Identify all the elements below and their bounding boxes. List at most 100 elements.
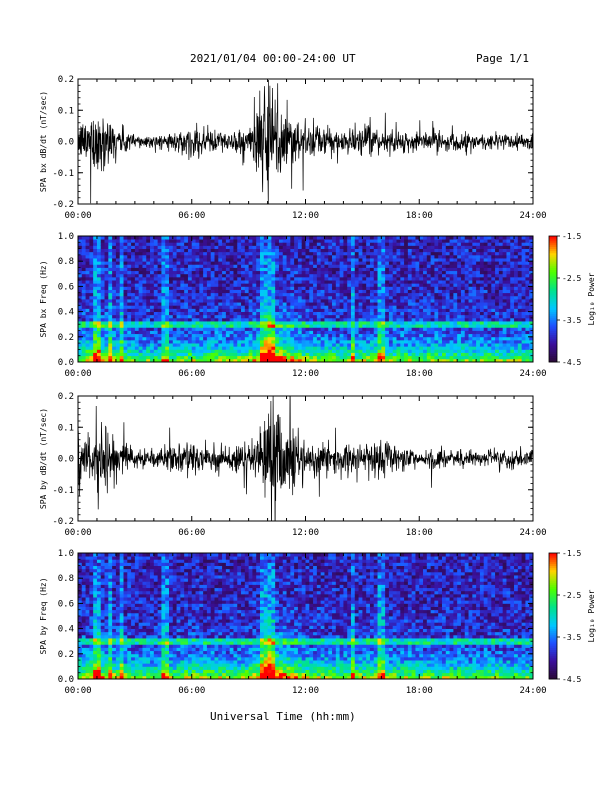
heatmap-cell — [434, 339, 439, 344]
heatmap-cell — [392, 270, 397, 275]
heatmap-cell — [252, 270, 257, 275]
heatmap-cell — [400, 248, 405, 253]
heatmap-cell — [426, 273, 432, 278]
heatmap-cell — [438, 349, 443, 353]
heatmap-cell — [89, 333, 94, 338]
heatmap-cell — [294, 270, 299, 275]
heatmap-cell — [89, 314, 94, 319]
heatmap-cell — [260, 258, 265, 262]
heatmap-cell — [335, 242, 341, 246]
heatmap-cell — [131, 355, 136, 360]
heatmap-cell — [263, 254, 268, 259]
heatmap-cell — [161, 311, 166, 316]
heatmap-cell — [464, 358, 469, 363]
heatmap-cell — [339, 327, 344, 331]
heatmap-cell — [123, 248, 128, 253]
heatmap-cell — [214, 327, 219, 331]
heatmap-cell — [438, 254, 443, 259]
heatmap-cell — [442, 349, 447, 353]
heatmap-cell — [472, 295, 477, 300]
heatmap-cell — [316, 264, 322, 268]
heatmap-cell — [430, 314, 435, 319]
heatmap-cell — [108, 324, 113, 328]
heatmap-cell — [157, 308, 162, 312]
heatmap-cell — [104, 314, 109, 319]
heatmap-cell — [278, 299, 284, 303]
heatmap-cell — [309, 358, 314, 363]
heatmap-cell — [498, 254, 504, 259]
heatmap-cell — [172, 343, 177, 347]
heatmap-cell — [206, 292, 212, 297]
heatmap-cell — [180, 339, 185, 344]
heatmap-cell — [351, 333, 356, 338]
heatmap-cell — [449, 258, 454, 262]
heatmap-cell — [218, 302, 223, 306]
heatmap-cell — [514, 254, 519, 259]
heatmap-cell — [430, 333, 435, 338]
heatmap-cell — [396, 273, 401, 278]
heatmap-cell — [385, 258, 390, 262]
heatmap-cell — [222, 352, 227, 357]
heatmap-cell — [411, 280, 416, 284]
heatmap-cell — [411, 349, 416, 353]
heatmap-cell — [78, 267, 83, 272]
heatmap-cell — [510, 295, 515, 300]
heatmap-cell — [187, 343, 193, 347]
heatmap-cell — [267, 330, 272, 335]
heatmap-cell — [153, 280, 159, 284]
heatmap-cell — [142, 248, 147, 253]
heatmap-cell — [146, 236, 151, 240]
heatmap-cell — [396, 302, 401, 306]
heatmap-cell — [301, 330, 306, 335]
heatmap-cell — [407, 299, 413, 303]
heatmap-cell — [297, 339, 303, 344]
heatmap-cell — [358, 245, 363, 249]
heatmap-cell — [203, 352, 208, 357]
heatmap-cell — [297, 254, 303, 259]
heatmap-cell — [115, 242, 121, 246]
heatmap-cell — [487, 317, 492, 322]
heatmap-cell — [517, 317, 523, 322]
heatmap-cell — [495, 273, 500, 278]
heatmap-cell — [491, 330, 496, 335]
heatmap-cell — [517, 254, 523, 259]
heatmap-cell — [457, 236, 462, 240]
heatmap-cell — [256, 299, 261, 303]
heatmap-cell — [172, 289, 177, 294]
heatmap-cell — [93, 280, 98, 284]
heatmap-cell — [332, 330, 337, 335]
heatmap-cell — [267, 324, 272, 328]
heatmap-cell — [112, 292, 117, 297]
heatmap-cell — [460, 239, 466, 243]
heatmap-cell — [104, 324, 109, 328]
heatmap-cell — [260, 339, 265, 344]
heatmap-cell — [138, 248, 143, 253]
heatmap-cell — [525, 299, 530, 303]
heatmap-cell — [305, 289, 310, 294]
heatmap-cell — [400, 314, 405, 319]
heatmap-cell — [210, 273, 215, 278]
heatmap-cell — [491, 245, 496, 249]
heatmap-cell — [89, 254, 94, 259]
heatmap-cell — [366, 258, 371, 262]
heatmap-cell — [339, 355, 344, 360]
heatmap-cell — [343, 286, 348, 290]
heatmap-cell — [297, 336, 303, 341]
heatmap-cell — [195, 321, 200, 325]
heatmap-cell — [449, 333, 454, 338]
heatmap-cell — [131, 236, 136, 240]
heatmap-cell — [263, 251, 268, 256]
heatmap-cell — [495, 267, 500, 272]
heatmap-cell — [169, 292, 174, 297]
heatmap-cell — [358, 299, 363, 303]
heatmap-cell — [381, 343, 386, 347]
heatmap-cell — [172, 248, 177, 253]
heatmap-cell — [206, 276, 212, 281]
heatmap-cell — [169, 286, 174, 290]
heatmap-cell — [127, 358, 132, 363]
heatmap-cell — [476, 239, 481, 243]
heatmap-cell — [468, 236, 473, 240]
heatmap-cell — [483, 317, 488, 322]
heatmap-cell — [472, 311, 477, 316]
